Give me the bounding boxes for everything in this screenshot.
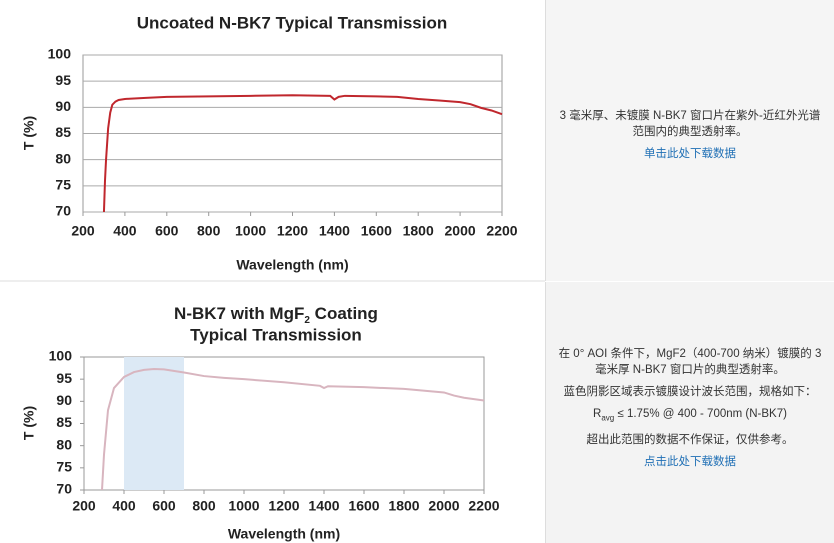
- description: 在 0° AOI 条件下，MgF2（400-700 纳米）镀膜的 3 毫米厚 N…: [558, 348, 822, 376]
- x-tick-label: 1400: [319, 223, 350, 239]
- spec: Ravg ≤ 1.75% @ 400 - 700nm (N-BK7): [556, 406, 824, 426]
- data-line: [101, 367, 485, 491]
- chart-title: Uncoated N-BK7 Typical Transmission: [137, 13, 447, 32]
- x-tick-label: 200: [72, 498, 96, 514]
- spec-text: ≤ 1.75% @ 400 - 700nm (N-BK7): [614, 408, 787, 420]
- x-tick-label: 400: [112, 498, 136, 514]
- y-tick-label: 75: [55, 177, 71, 193]
- disclaimer: 超出此范围的数据不作保证，仅供参考。: [586, 434, 794, 447]
- x-tick-label: 1800: [388, 498, 419, 514]
- x-axis-label: Wavelength (nm): [236, 257, 348, 273]
- highlight-band: [124, 357, 184, 490]
- y-tick-label: 80: [55, 150, 71, 166]
- y-tick-label: 90: [56, 392, 72, 408]
- y-tick-label: 100: [48, 46, 72, 62]
- y-tick-label: 95: [55, 72, 71, 88]
- x-tick-label: 200: [71, 223, 95, 239]
- x-tick-label: 600: [152, 498, 176, 514]
- y-axis-label: T (%): [21, 406, 37, 440]
- chart-title-line2: Typical Transmission: [190, 325, 362, 344]
- x-tick-label: 800: [192, 498, 216, 514]
- download-link[interactable]: 单击此处下载数据: [644, 148, 736, 160]
- y-tick-label: 95: [56, 370, 72, 386]
- y-tick-label: 70: [56, 481, 72, 497]
- y-tick-label: 90: [55, 98, 71, 114]
- spec-symbol: R: [593, 408, 602, 420]
- title-suffix: Coating: [310, 304, 378, 323]
- y-tick-label: 100: [49, 348, 73, 364]
- x-tick-label: 2000: [428, 498, 459, 514]
- note: 蓝色阴影区域表示镀膜设计波长范围，规格如下：: [563, 386, 817, 398]
- x-tick-label: 600: [155, 223, 179, 239]
- x-tick-label: 1000: [228, 498, 259, 514]
- y-tick-label: 85: [55, 124, 71, 140]
- x-tick-label: 2200: [486, 223, 517, 239]
- x-tick-label: 400: [113, 223, 137, 239]
- title-subscript: 2: [304, 315, 310, 326]
- x-tick-label: 2000: [445, 223, 476, 239]
- download-link[interactable]: 点击此处下载数据: [644, 456, 736, 469]
- charts: 70 75 80 85 90 95 100 200 400 600 800 1000 1200 1400 1…: [0, 13, 545, 542]
- title-text: N-BK7 with MgF: [174, 304, 304, 323]
- y-tick-label: 70: [55, 203, 71, 219]
- y-axis-label: T (%): [21, 116, 37, 150]
- panel: 3 毫米厚、未镀膜 N-BK7 窗口片在紫外-近红外光谱范围内的典型透射率。 单…: [545, 0, 834, 281]
- chart-title: N-BK7 with MgF2 Coating: [174, 304, 378, 325]
- y-tick-label: 85: [56, 414, 72, 430]
- x-tick-label: 1600: [361, 223, 392, 239]
- x-tick-label: 1200: [277, 223, 308, 239]
- data-line: [102, 94, 503, 213]
- x-tick-label: 1800: [403, 223, 434, 239]
- x-tick-label: 1400: [308, 498, 339, 514]
- x-tick-label: 1600: [348, 498, 379, 514]
- x-tick-label: 1000: [235, 223, 266, 239]
- description: 3 毫米厚、未镀膜 N-BK7 窗口片在紫外-近红外光谱范围内的典型透射率。: [559, 110, 821, 138]
- panel: 在 0° AOI 条件下，MgF2（400-700 纳米）镀膜的 3 毫米厚 N…: [545, 282, 834, 543]
- x-tick-label: 1200: [268, 498, 299, 514]
- x-tick-label: 800: [197, 223, 221, 239]
- x-tick-label: 2200: [468, 498, 499, 514]
- y-tick-label: 75: [56, 459, 72, 475]
- y-tick-label: 80: [56, 436, 72, 452]
- spec-subscript: avg: [601, 413, 615, 423]
- x-axis-label: Wavelength (nm): [228, 526, 340, 542]
